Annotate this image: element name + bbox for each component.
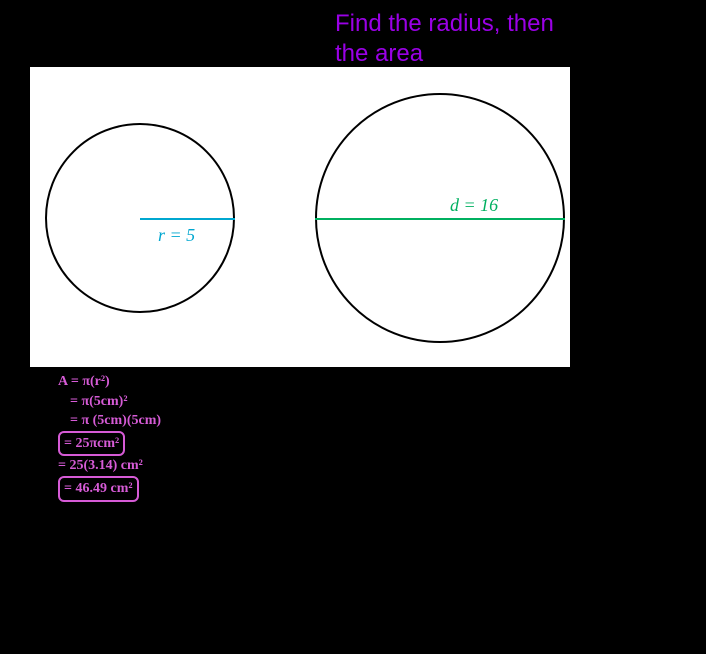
work-line-0: A = π(r²) [58, 372, 161, 392]
prompt-line2: the area [335, 40, 423, 68]
diameter-label: d = 16 [450, 195, 498, 216]
work-line-3: = 25πcm² [58, 431, 161, 457]
radius-label: r = 5 [158, 225, 195, 246]
work-area: A = π(r²) = π(5cm)² = π (5cm)(5cm) = 25π… [58, 372, 161, 502]
work-line-1: = π(5cm)² [70, 392, 161, 412]
prompt-line1: Find the radius, then [335, 10, 554, 38]
radius-line [140, 218, 235, 220]
work-line-5: = 46.49 cm² [58, 476, 161, 502]
work-line-4: = 25(3.14) cm² [58, 456, 161, 476]
diameter-line [315, 218, 565, 220]
figure-panel: r = 5 d = 16 [30, 67, 570, 367]
work-line-2: = π (5cm)(5cm) [70, 411, 161, 431]
